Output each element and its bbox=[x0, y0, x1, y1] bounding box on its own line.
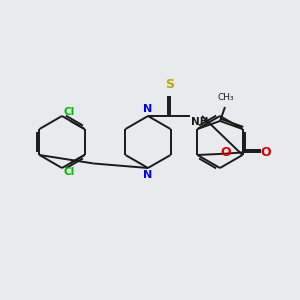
Text: O: O bbox=[260, 146, 271, 159]
Text: CH₃: CH₃ bbox=[218, 93, 234, 102]
Text: O: O bbox=[221, 146, 231, 159]
Text: N: N bbox=[143, 104, 153, 114]
Text: Cl: Cl bbox=[64, 107, 75, 117]
Text: NH: NH bbox=[191, 117, 208, 127]
Text: Cl: Cl bbox=[64, 167, 75, 177]
Text: N: N bbox=[143, 170, 153, 180]
Text: S: S bbox=[166, 78, 175, 91]
